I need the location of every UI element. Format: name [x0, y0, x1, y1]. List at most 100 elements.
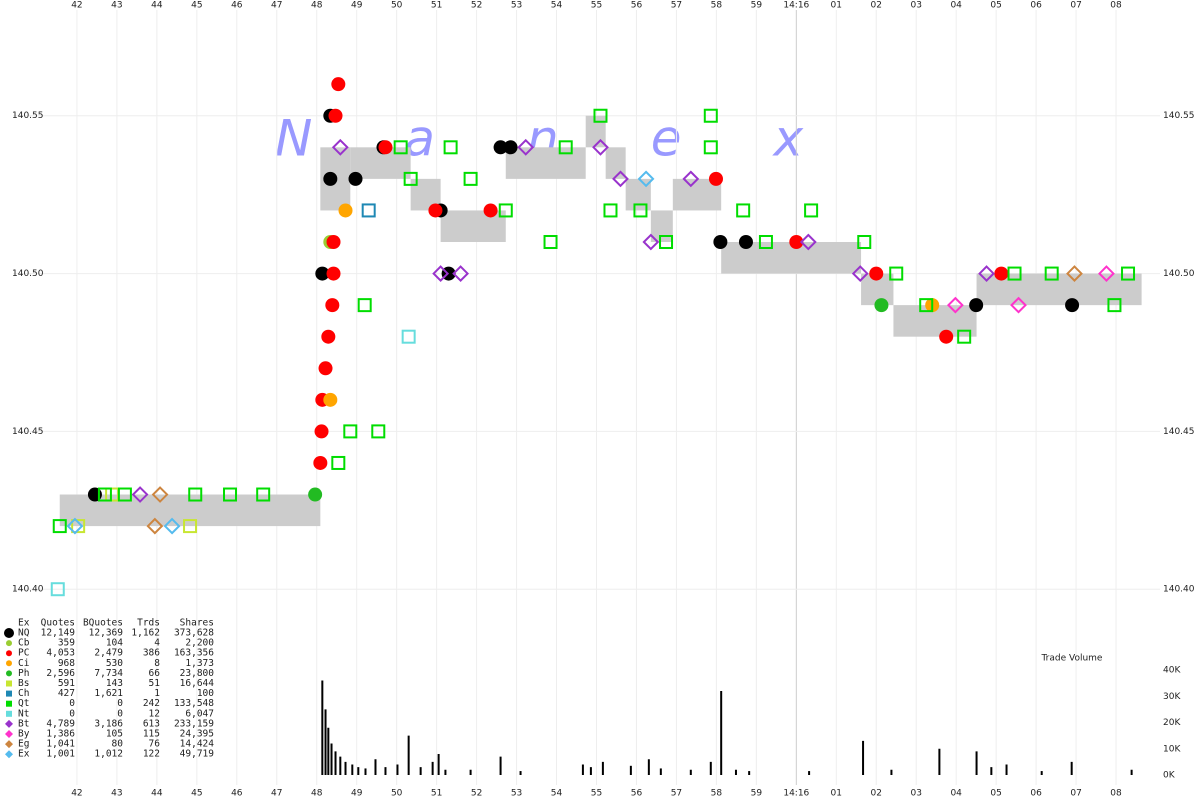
quote-marker: [758, 235, 773, 250]
trade-marker: [308, 487, 323, 502]
trade-marker: [331, 77, 346, 92]
trade-marker: [978, 265, 995, 282]
x-tick-label-top: 50: [391, 1, 403, 11]
legend-cell: 4: [154, 638, 160, 649]
legend-name: Ex: [18, 749, 30, 760]
x-tick-label-bottom: 43: [111, 789, 122, 799]
trade-marker: [323, 171, 338, 186]
quote-marker: [401, 329, 416, 344]
quote-marker: [183, 519, 198, 534]
x-tick-label-top: 05: [990, 1, 1001, 11]
x-tick-label-bottom: 07: [1070, 789, 1081, 799]
quote-marker: [50, 582, 65, 597]
trade-marker: [378, 140, 393, 155]
volume-bar: [339, 756, 342, 775]
volume-bar: [1040, 771, 1043, 775]
quote-marker: [633, 203, 648, 218]
y-tick-label-left: 140.40: [12, 585, 44, 595]
nbbo-band: [440, 210, 506, 243]
x-tick-label-bottom: 14:16: [783, 789, 809, 799]
legend-header: Trds: [137, 618, 160, 629]
volume-bar: [808, 771, 811, 775]
volume-tick-label: 0K: [1163, 771, 1176, 781]
trade-marker: [946, 296, 964, 314]
legend-cell: 233,159: [174, 718, 214, 729]
x-tick-label-top: 44: [151, 1, 163, 11]
legend-cell: 3,186: [94, 718, 123, 729]
legend-name: Bs: [18, 678, 29, 689]
volume-bar: [499, 756, 502, 775]
volume-bar: [689, 769, 692, 775]
legend-cell: 7,734: [94, 668, 123, 679]
legend-cell: 8: [154, 658, 160, 669]
volume-bar: [431, 761, 434, 775]
quote-marker: [558, 140, 573, 155]
legend-cell: 1,041: [46, 739, 75, 750]
trade-marker: [326, 266, 341, 281]
nbbo-band: [505, 147, 586, 179]
volume-bar: [519, 771, 522, 775]
trade-marker: [131, 486, 149, 503]
x-tick-label-top: 45: [191, 1, 202, 11]
x-tick-label-bottom: 42: [71, 789, 82, 799]
x-tick-label-top: 57: [671, 1, 682, 11]
legend-cell: 373,628: [174, 628, 214, 639]
volume-bar: [629, 765, 632, 775]
trade-marker: [151, 486, 169, 503]
volume-bar: [890, 769, 893, 775]
x-tick-label-bottom: 53: [511, 789, 522, 799]
x-tick-label-top: 53: [511, 1, 522, 11]
y-tick-label-right: 140.45: [1163, 427, 1195, 437]
trade-marker: [66, 517, 84, 535]
volume-bar: [321, 680, 324, 775]
volume-bar: [938, 748, 941, 775]
quote-marker: [543, 235, 558, 250]
quote-marker: [223, 487, 238, 502]
quote-marker: [1007, 266, 1022, 281]
volume-bar: [1070, 761, 1073, 775]
quote-marker: [463, 171, 478, 186]
trade-marker: [642, 233, 660, 251]
legend-cell: 0: [117, 708, 123, 719]
volume-bar: [1130, 769, 1133, 775]
x-tick-label-bottom: 55: [591, 789, 602, 799]
legend-marker: [6, 700, 12, 707]
legend-cell: 4,053: [46, 648, 75, 659]
volume-bar: [589, 767, 592, 775]
legend-name: Ph: [18, 668, 29, 679]
trade-marker: [313, 455, 328, 470]
trade-marker: [452, 265, 470, 282]
trade-marker: [612, 170, 629, 188]
x-tick-label-top: 59: [751, 1, 763, 11]
trade-marker: [493, 140, 508, 155]
legend-header: BQuotes: [83, 618, 123, 629]
trade-marker: [1010, 296, 1027, 314]
legend-cell: 23,800: [180, 668, 215, 679]
volume-label: Trade Volume: [1041, 654, 1103, 664]
quote-marker: [443, 140, 458, 155]
volume-tick-label: 20K: [1163, 718, 1181, 728]
volume-bar: [734, 769, 737, 775]
trade-marker: [503, 140, 518, 155]
volume-bar: [351, 764, 354, 775]
quote-marker: [343, 424, 358, 439]
trade-marker: [321, 329, 336, 344]
legend-cell: 163,356: [174, 648, 214, 659]
trade-marker: [146, 517, 164, 535]
quote-marker: [919, 298, 934, 313]
legend-cell: 105: [106, 729, 123, 740]
volume-bar: [975, 751, 978, 775]
trade-marker: [994, 266, 1009, 281]
y-tick-label-left: 140.55: [12, 111, 44, 121]
legend-cell: 2,596: [46, 668, 75, 679]
x-tick-label-bottom: 48: [311, 789, 323, 799]
x-tick-label-bottom: 45: [191, 789, 202, 799]
quote-marker: [659, 235, 674, 250]
x-tick-label-bottom: 59: [751, 789, 763, 799]
volume-bar: [601, 761, 604, 775]
x-tick-label-bottom: 58: [711, 789, 723, 799]
volume-tick-label: 30K: [1163, 692, 1181, 702]
nbbo-band: [650, 210, 673, 243]
quote-marker: [804, 203, 819, 218]
